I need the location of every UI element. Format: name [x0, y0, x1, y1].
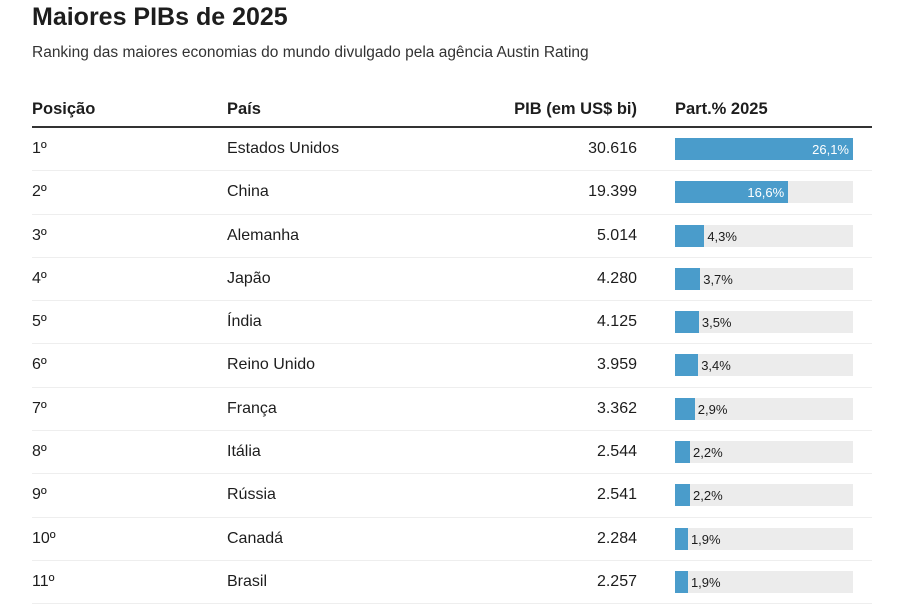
share-label: 1,9%: [690, 531, 721, 547]
cell-country: China: [227, 183, 269, 201]
share-bar: [675, 224, 705, 247]
share-bar: [675, 354, 699, 377]
table-row: 6º Reino Unido 3.959 3,4%: [32, 344, 872, 388]
share-bar-track: 3,5%: [675, 311, 853, 334]
table-row: 9º Rússia 2.541 2,2%: [32, 474, 872, 518]
cell-gdp: 4.125: [596, 313, 637, 331]
table-row: 5º Índia 4.125 3,5%: [32, 301, 872, 345]
cell-position: 8º: [32, 443, 47, 461]
table-row: 7º França 3.362 2,9%: [32, 388, 872, 432]
header-share[interactable]: Part.% 2025: [675, 100, 768, 118]
cell-country: Índia: [227, 313, 262, 331]
share-bar-track: 1,9%: [675, 527, 853, 550]
share-bar: [675, 397, 695, 420]
share-bar: [675, 267, 701, 290]
cell-position: 7º: [32, 399, 47, 417]
cell-gdp: 4.280: [596, 269, 637, 287]
cell-country: França: [227, 399, 277, 417]
share-label: 2,2%: [693, 445, 723, 461]
cell-position: 11º: [32, 572, 55, 590]
table-row: 2º China 19.399 16,6%: [32, 171, 872, 215]
chart-title: Maiores PIBs de 2025: [32, 3, 288, 31]
share-label: 3,5%: [701, 315, 732, 331]
share-label: 3,4%: [701, 358, 731, 374]
share-bar: [675, 570, 688, 593]
share-bar-track: 3,7%: [675, 267, 853, 290]
cell-position: 1º: [32, 140, 47, 157]
cell-gdp: 30.616: [588, 140, 637, 157]
cell-gdp: 5.014: [596, 226, 637, 244]
cell-position: 4º: [32, 269, 47, 287]
share-bar-track: 2,9%: [675, 397, 853, 420]
table-row: 3º Alemanha 5.014 4,3%: [32, 215, 872, 258]
cell-country: Alemanha: [227, 226, 300, 244]
table-row: 4º Japão 4.280 3,7%: [32, 258, 872, 302]
cell-position: 2º: [32, 183, 47, 201]
share-bar-track: 4,3%: [675, 224, 853, 247]
table-header: Posição País PIB (em US$ bi) Part.% 2025: [32, 92, 872, 128]
share-label: 2,9%: [697, 401, 728, 417]
cell-position: 5º: [32, 313, 47, 331]
share-bar-track: 3,4%: [675, 354, 853, 377]
cell-gdp: 2.257: [596, 572, 637, 590]
share-bar: [675, 441, 690, 464]
share-bar-track: 2,2%: [675, 484, 853, 507]
cell-position: 10º: [32, 529, 56, 547]
share-label: 26,1%: [812, 142, 849, 157]
share-label: 4,3%: [707, 228, 737, 244]
share-label: 3,7%: [703, 271, 733, 287]
share-bar: [675, 181, 789, 204]
cell-gdp: 3.362: [596, 399, 637, 417]
cell-gdp: 2.541: [596, 486, 637, 504]
share-bar: [675, 311, 699, 334]
cell-country: Brasil: [227, 572, 268, 590]
cell-gdp: 2.544: [596, 443, 637, 461]
table-row: 11º Brasil 2.257 1,9%: [32, 561, 872, 604]
cell-gdp: 2.284: [596, 529, 637, 547]
share-bar: [675, 484, 690, 507]
cell-gdp: 3.959: [596, 356, 637, 374]
gdp-table: Posição País PIB (em US$ bi) Part.% 2025…: [32, 92, 872, 604]
cell-position: 3º: [32, 226, 47, 244]
cell-position: 6º: [32, 356, 47, 374]
share-bar-track: 1,9%: [675, 570, 853, 593]
cell-country: Japão: [227, 269, 271, 287]
share-label: 1,9%: [690, 574, 721, 590]
share-label: 16,6%: [747, 185, 785, 201]
share-label: 2,2%: [693, 488, 723, 504]
share-bar: [675, 527, 688, 550]
cell-gdp: 19.399: [588, 183, 637, 201]
cell-country: Itália: [227, 443, 261, 461]
table-row: 1º Estados Unidos 30.616 26,1%: [32, 128, 872, 172]
cell-country: Estados Unidos: [227, 140, 340, 157]
header-country[interactable]: País: [227, 100, 261, 118]
share-bar: [675, 138, 853, 160]
chart-subtitle: Ranking das maiores economias do mundo d…: [32, 44, 589, 61]
table-row: 8º Itália 2.544 2,2%: [32, 431, 872, 475]
share-bar-track: 16,6%: [675, 181, 853, 204]
header-position[interactable]: Posição: [32, 100, 96, 118]
header-gdp[interactable]: PIB (em US$ bi): [514, 100, 637, 118]
cell-country: Reino Unido: [227, 356, 316, 374]
share-bar-track: 26,1%: [675, 138, 853, 160]
cell-country: Canadá: [227, 529, 284, 547]
table-row: 10º Canadá 2.284 1,9%: [32, 518, 872, 561]
cell-country: Rússia: [227, 486, 276, 504]
cell-position: 9º: [32, 486, 47, 504]
share-bar-track: 2,2%: [675, 441, 853, 464]
